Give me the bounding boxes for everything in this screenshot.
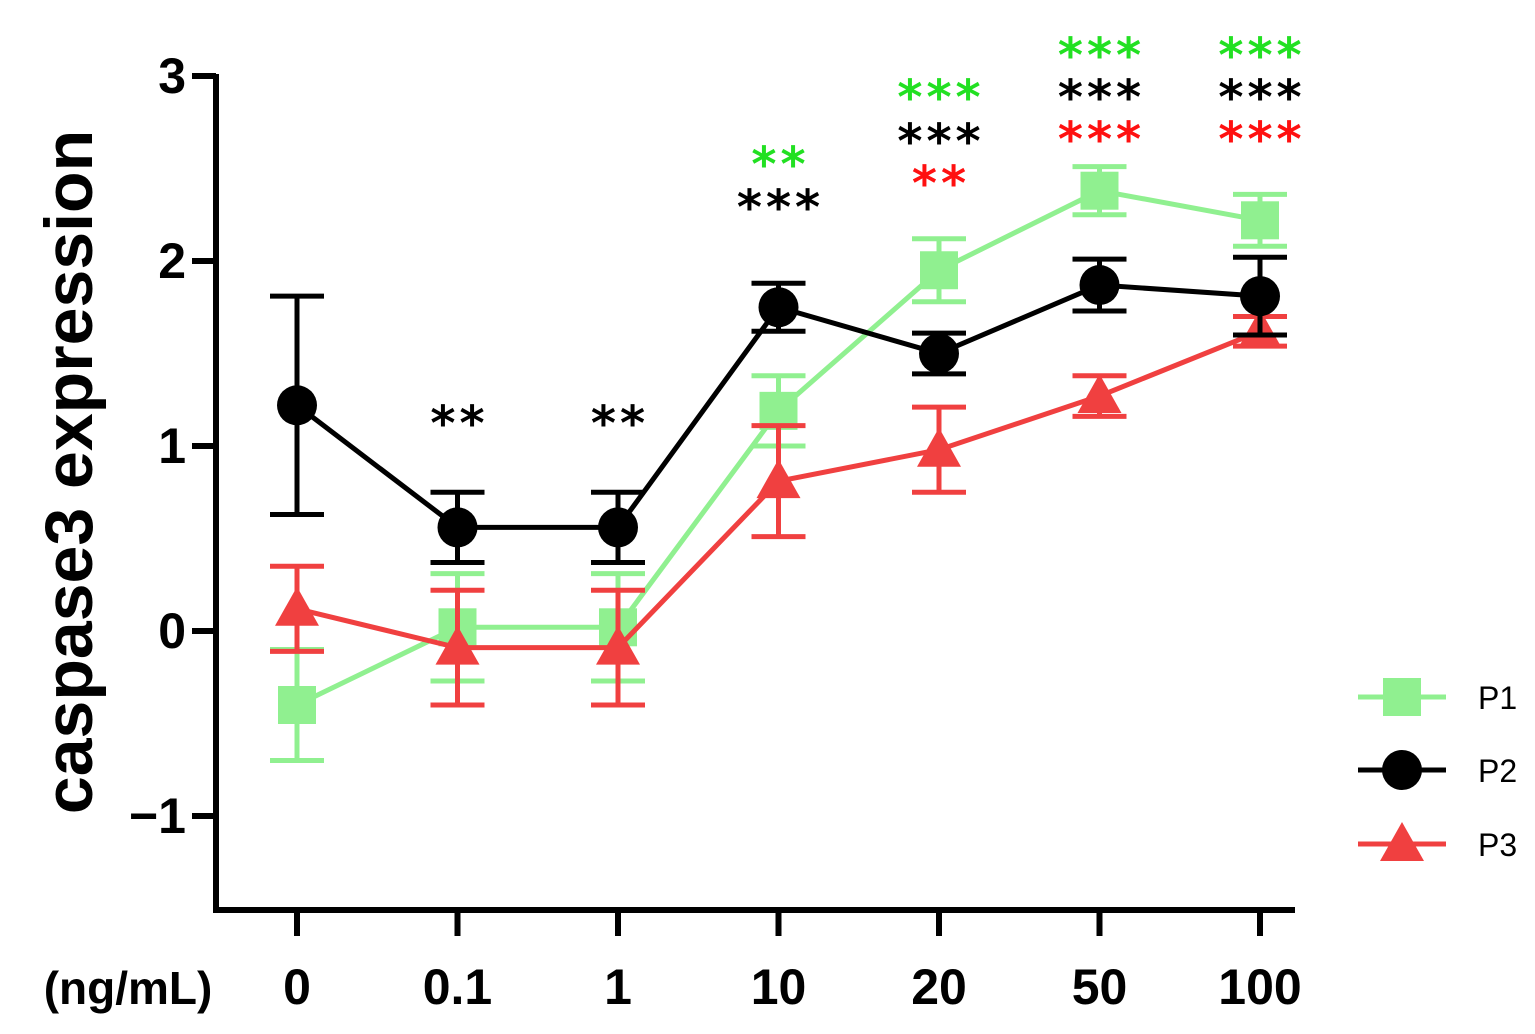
legend-item-P3: P3 (1358, 822, 1517, 863)
significance-marker: ** (751, 137, 809, 193)
data-point (598, 507, 638, 548)
legend-item-P2: P2 (1358, 750, 1517, 790)
data-point (1079, 265, 1120, 306)
data-point (435, 625, 480, 665)
series-layer (270, 164, 1287, 763)
x-tick-label: 10 (751, 959, 807, 1015)
significance-marker: *** (897, 70, 984, 126)
data-point (275, 586, 319, 626)
data-point (758, 287, 799, 328)
x-tick-label: 0.1 (423, 959, 493, 1015)
data-point (1240, 276, 1280, 317)
x-tick-label: 100 (1218, 959, 1301, 1015)
significance-marker: *** (1218, 70, 1305, 126)
y-tick-label: 2 (158, 233, 186, 289)
data-point (1080, 171, 1119, 210)
data-point (756, 459, 801, 499)
data-point (277, 385, 317, 426)
y-tick-label: 1 (158, 418, 186, 474)
x-tick-label: 50 (1072, 959, 1128, 1015)
y-tick-label: −1 (129, 788, 186, 844)
significance-marker: *** (1058, 112, 1145, 168)
axes: −1 0 1 2 3 0 0.1 1 10 20 50 100 (129, 48, 1302, 1015)
significance-marker: *** (737, 180, 824, 236)
data-point (437, 507, 478, 548)
y-tick-label: 0 (158, 603, 186, 659)
significance-marker: *** (1218, 28, 1305, 84)
x-tick-label: 20 (911, 959, 967, 1015)
significance-marker: *** (897, 114, 984, 170)
legend-marker (1383, 678, 1421, 716)
legend-item-P1: P1 (1358, 678, 1517, 716)
legend: P1 P2 P3 (1358, 678, 1517, 863)
legend-label: P3 (1478, 827, 1517, 863)
data-point (1077, 374, 1122, 414)
data-point (596, 625, 640, 665)
data-point (917, 427, 961, 467)
significance-marker: *** (1058, 70, 1145, 126)
legend-label: P1 (1478, 680, 1517, 716)
legend-label: P2 (1478, 753, 1517, 789)
data-point (278, 686, 316, 724)
x-tick-label: 1 (604, 959, 632, 1015)
legend-marker (1380, 822, 1424, 861)
legend-marker (1382, 750, 1422, 790)
data-point (919, 333, 959, 374)
y-tick-label: 3 (158, 48, 186, 104)
significance-marker: *** (1058, 28, 1145, 84)
significance-marker: ** (591, 396, 649, 452)
x-unit-label: (ng/mL) (44, 962, 213, 1014)
significance-marker: ** (912, 156, 970, 212)
significance-marker: *** (1218, 112, 1305, 168)
series-P2 (270, 254, 1287, 566)
series-P3 (270, 309, 1287, 708)
data-point (920, 251, 958, 290)
annotation-layer: ** ********************************* (430, 28, 1305, 452)
significance-marker: ** (430, 396, 488, 452)
data-point (1241, 201, 1279, 240)
y-axis-title: caspase3 expression (31, 130, 107, 814)
x-tick-label: 0 (283, 959, 311, 1015)
